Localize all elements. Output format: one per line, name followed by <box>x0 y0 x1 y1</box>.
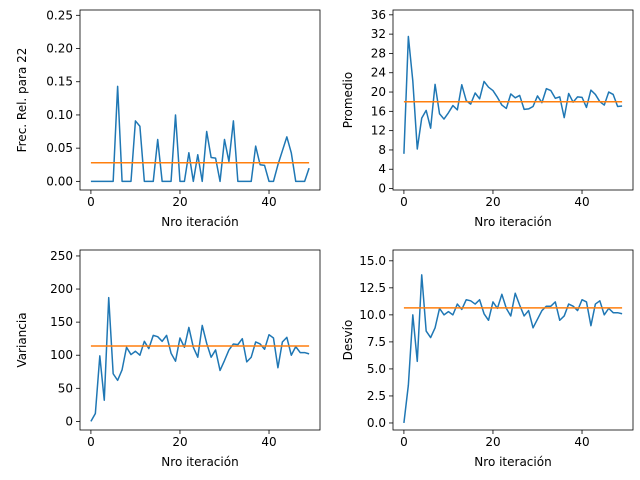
y-tick-label: 0.25 <box>46 8 73 22</box>
axes-frame-desvio <box>392 249 634 431</box>
y-tick-label: 4 <box>378 162 386 176</box>
y-tick-label: 100 <box>50 348 73 362</box>
y-tick-label: 7.5 <box>367 335 386 349</box>
axes-frame-variancia <box>79 249 321 431</box>
series-line-variancia <box>90 296 310 422</box>
axes-frame-freq <box>79 9 321 191</box>
y-tick-label: 250 <box>50 249 73 263</box>
y-tick-label: 0.10 <box>46 108 73 122</box>
x-tick-label: 20 <box>485 195 500 209</box>
x-axis-label: Nro iteración <box>474 215 551 229</box>
y-tick-label: 0.0 <box>367 416 386 430</box>
series-line-desvio <box>403 274 623 424</box>
x-tick-label: 0 <box>400 195 408 209</box>
y-tick-label: 150 <box>50 315 73 329</box>
y-axis-label: Desvío <box>341 320 355 361</box>
y-axis-label: Variancia <box>15 312 29 367</box>
y-tick-label: 8 <box>378 143 386 157</box>
y-tick-label: 36 <box>371 8 386 22</box>
x-tick-label: 40 <box>574 435 589 449</box>
y-tick-label: 5.0 <box>367 362 386 376</box>
x-tick-label: 20 <box>172 195 187 209</box>
x-axis-label: Nro iteración <box>474 455 551 469</box>
subplot-promedio: 0 20 40 0 4 8 12 16 20 24 28 32 36 Nro iteración Prome… <box>341 8 634 229</box>
y-tick-label: 15.0 <box>359 254 386 268</box>
x-tick-label: 40 <box>261 195 276 209</box>
x-tick-label: 20 <box>172 435 187 449</box>
y-axis-label: Frec. Rel. para 22 <box>15 48 29 153</box>
y-tick-label: 200 <box>50 282 73 296</box>
series-line-promedio <box>403 35 623 154</box>
subplot-variancia: 0 20 40 0 50 100 150 200 250 Nro iteración Varianc… <box>15 249 321 469</box>
x-tick-label: 0 <box>87 435 95 449</box>
y-tick-label: 24 <box>371 66 386 80</box>
y-tick-label: 12.5 <box>359 281 386 295</box>
y-tick-label: 2.5 <box>367 389 386 403</box>
y-tick-label: 0 <box>378 182 386 196</box>
x-axis-label: Nro iteración <box>161 215 238 229</box>
x-axis-label: Nro iteración <box>161 455 238 469</box>
y-tick-label: 0.00 <box>46 174 73 188</box>
y-tick-label: 0 <box>65 414 73 428</box>
y-axis-label: Promedio <box>341 72 355 128</box>
series-line-freq <box>90 85 310 183</box>
axes-frame-promedio <box>392 9 634 191</box>
x-tick-label: 20 <box>485 435 500 449</box>
x-tick-label: 0 <box>87 195 95 209</box>
y-tick-label: 20 <box>371 85 386 99</box>
x-tick-label: 0 <box>400 435 408 449</box>
y-tick-label: 0.20 <box>46 42 73 56</box>
y-tick-label: 32 <box>371 27 386 41</box>
y-tick-label: 12 <box>371 124 386 138</box>
y-tick-label: 16 <box>371 104 386 118</box>
subplot-desvio: 0 20 40 0.0 2.5 5.0 7.5 10.0 12.5 15.0 Nro iteraci… <box>341 249 634 469</box>
y-tick-label: 28 <box>371 46 386 60</box>
x-tick-label: 40 <box>574 195 589 209</box>
x-tick-label: 40 <box>261 435 276 449</box>
y-tick-label: 50 <box>58 381 73 395</box>
y-tick-label: 0.15 <box>46 75 73 89</box>
y-tick-label: 10.0 <box>359 308 386 322</box>
subplot-freq: 0 20 40 0.00 0.05 0.10 0.15 0.20 0.25 Nro iteraci… <box>15 8 321 229</box>
y-tick-label: 0.05 <box>46 141 73 155</box>
